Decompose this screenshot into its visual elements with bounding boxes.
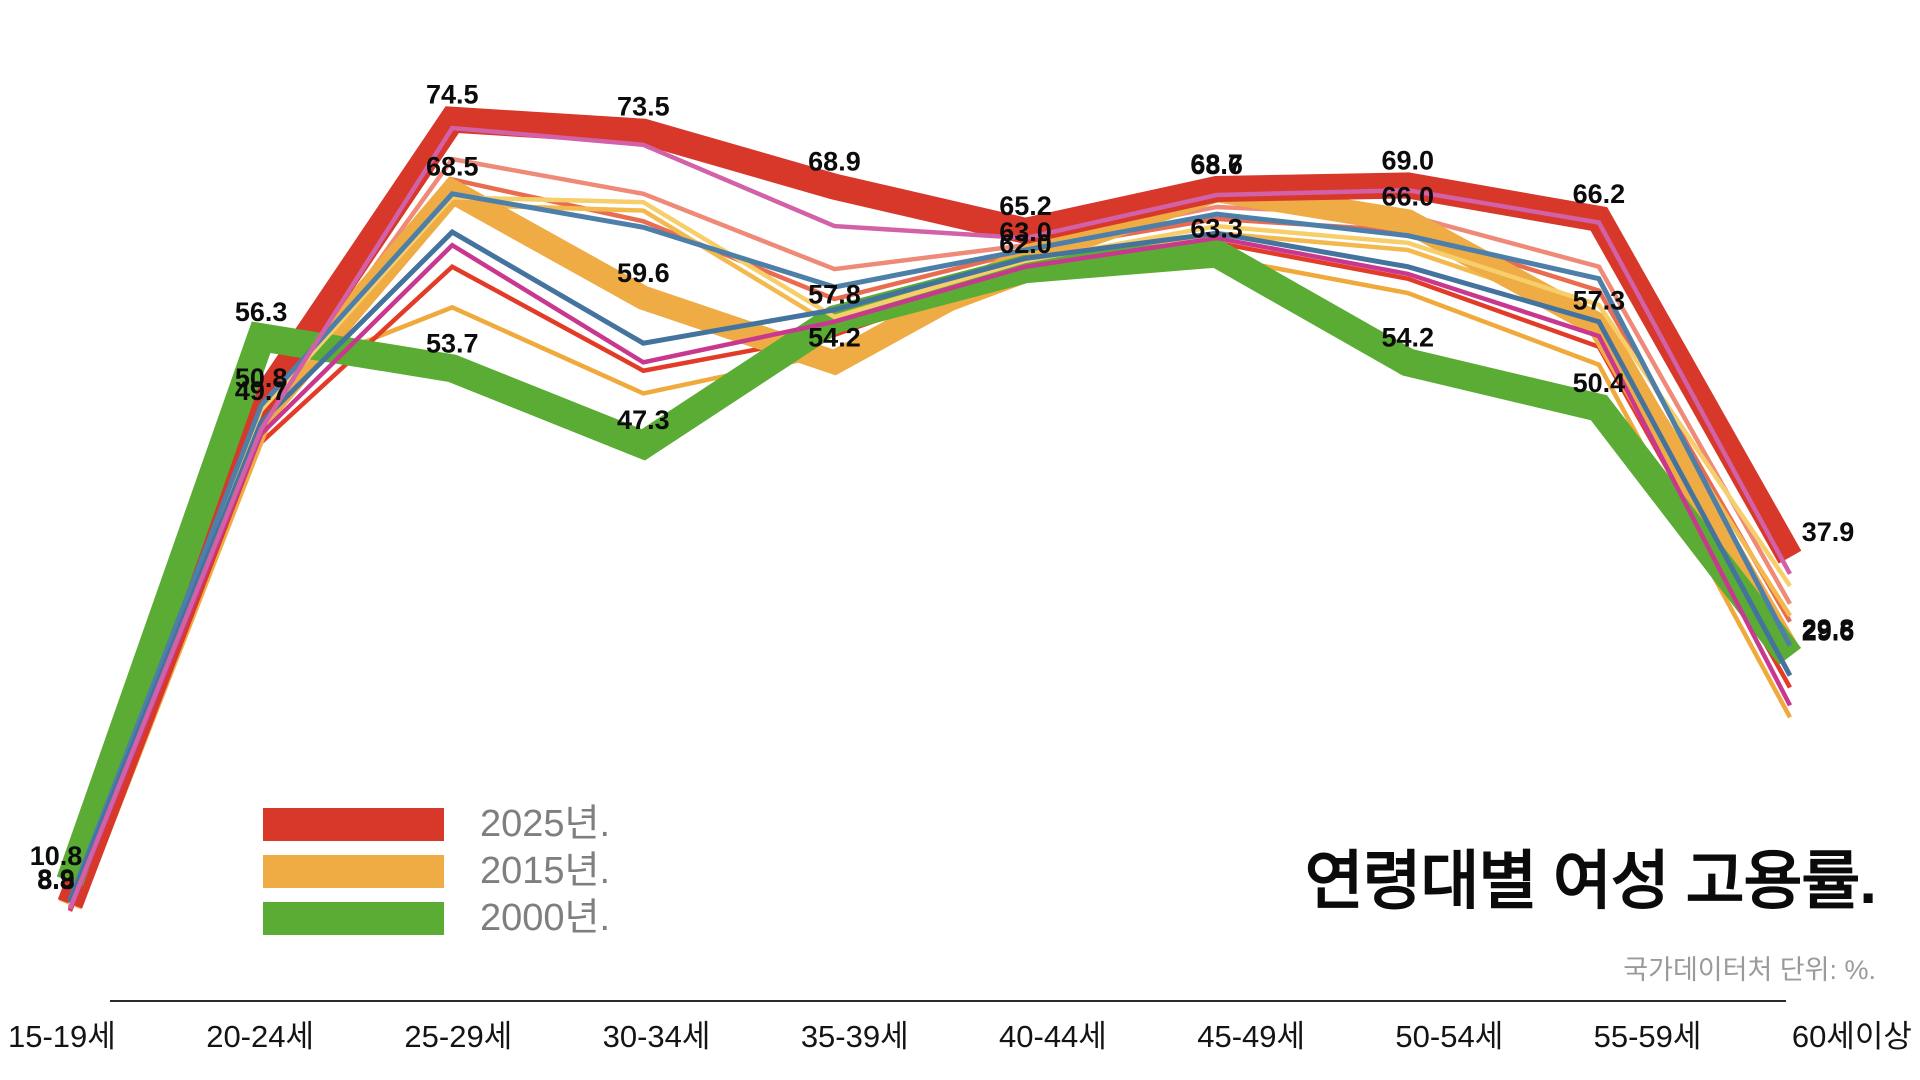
value-label: 68.6 xyxy=(1190,150,1243,180)
series-line-bg-over-4 xyxy=(67,125,1792,910)
legend-swatch-2015 xyxy=(263,855,444,888)
x-axis-label: 50-54세 xyxy=(1395,1018,1504,1054)
x-axis-label: 45-49세 xyxy=(1197,1018,1306,1054)
value-label: 50.4 xyxy=(1573,368,1626,398)
value-label: 56.3 xyxy=(235,297,288,327)
value-label: 10.8 xyxy=(30,841,83,871)
value-label: 54.2 xyxy=(1381,322,1434,352)
legend-label-2025: 2025년. xyxy=(480,803,611,845)
value-label: 8.8 xyxy=(37,865,75,895)
value-label: 66.0 xyxy=(1381,181,1434,211)
x-axis-label: 15-19세 xyxy=(8,1018,116,1054)
x-axis-label: 40-44세 xyxy=(999,1018,1107,1054)
chart-title: 연령대별 여성 고용률. xyxy=(1304,845,1877,917)
legend-item-2000: 2000년. xyxy=(263,897,611,939)
value-label: 37.9 xyxy=(1802,517,1855,547)
title-block: 연령대별 여성 고용률. 국가데이터처 단위: %. xyxy=(1304,830,1877,987)
chart-subtitle: 국가데이터처 단위: %. xyxy=(1623,955,1876,985)
value-label: 50.8 xyxy=(235,363,288,393)
value-label: 49.7 xyxy=(235,376,288,406)
x-axis-label: 60세이상 xyxy=(1791,1018,1912,1054)
value-label: 54.2 xyxy=(808,322,861,352)
x-axis-line xyxy=(110,1000,1786,1002)
value-label: 53.7 xyxy=(426,328,479,358)
legend-item-2015: 2015년. xyxy=(263,850,611,892)
x-axis-label: 35-39세 xyxy=(800,1018,909,1054)
x-axis-label: 25-29세 xyxy=(404,1018,513,1054)
series-line-2025 xyxy=(57,106,1802,909)
value-label: 63.3 xyxy=(1190,214,1243,244)
value-label: 63.0 xyxy=(999,217,1052,247)
series-line-bg-over-0 xyxy=(67,195,1792,906)
value-label: 74.5 xyxy=(426,80,479,110)
series-line-bg-over-3 xyxy=(67,235,1792,911)
value-label: 47.3 xyxy=(617,405,670,435)
value-label: 68.9 xyxy=(808,147,861,177)
x-axis: 15-19세 20-24세 25-29세 30-34세 35-39세 40-44세 45-4… xyxy=(0,1010,1920,1056)
value-label: 57.8 xyxy=(808,279,861,309)
legend: 2025년. 2015년. 2000년. xyxy=(263,803,611,949)
value-label: 69.0 xyxy=(1381,145,1434,175)
value-label: 66.2 xyxy=(1573,179,1626,209)
legend-swatch-2000 xyxy=(263,902,444,935)
value-label: 62.0 xyxy=(999,229,1052,259)
value-label: 8.9 xyxy=(37,864,75,894)
legend-label-2015: 2015년. xyxy=(480,850,611,892)
x-axis-label: 30-34세 xyxy=(602,1018,711,1054)
legend-item-2025: 2025년. xyxy=(263,803,611,845)
series-line-bg-over-1 xyxy=(67,191,1793,902)
legend-swatch-2025 xyxy=(263,808,444,841)
value-label: 68.7 xyxy=(1190,149,1243,179)
value-label: 65.2 xyxy=(999,191,1052,221)
series-line-2000 xyxy=(56,239,1802,886)
legend-label-2000: 2000년. xyxy=(480,897,611,939)
x-axis-label: 55-59세 xyxy=(1593,1018,1702,1054)
value-label: 29.8 xyxy=(1802,614,1855,644)
value-label: 57.3 xyxy=(1573,285,1626,315)
x-axis-label: 20-24세 xyxy=(206,1018,315,1054)
value-label: 29.6 xyxy=(1802,616,1855,646)
value-label: 59.6 xyxy=(617,258,670,288)
value-label: 73.5 xyxy=(617,92,670,122)
series-line-bg-over-2 xyxy=(67,228,1793,904)
value-label: 68.5 xyxy=(426,151,479,181)
